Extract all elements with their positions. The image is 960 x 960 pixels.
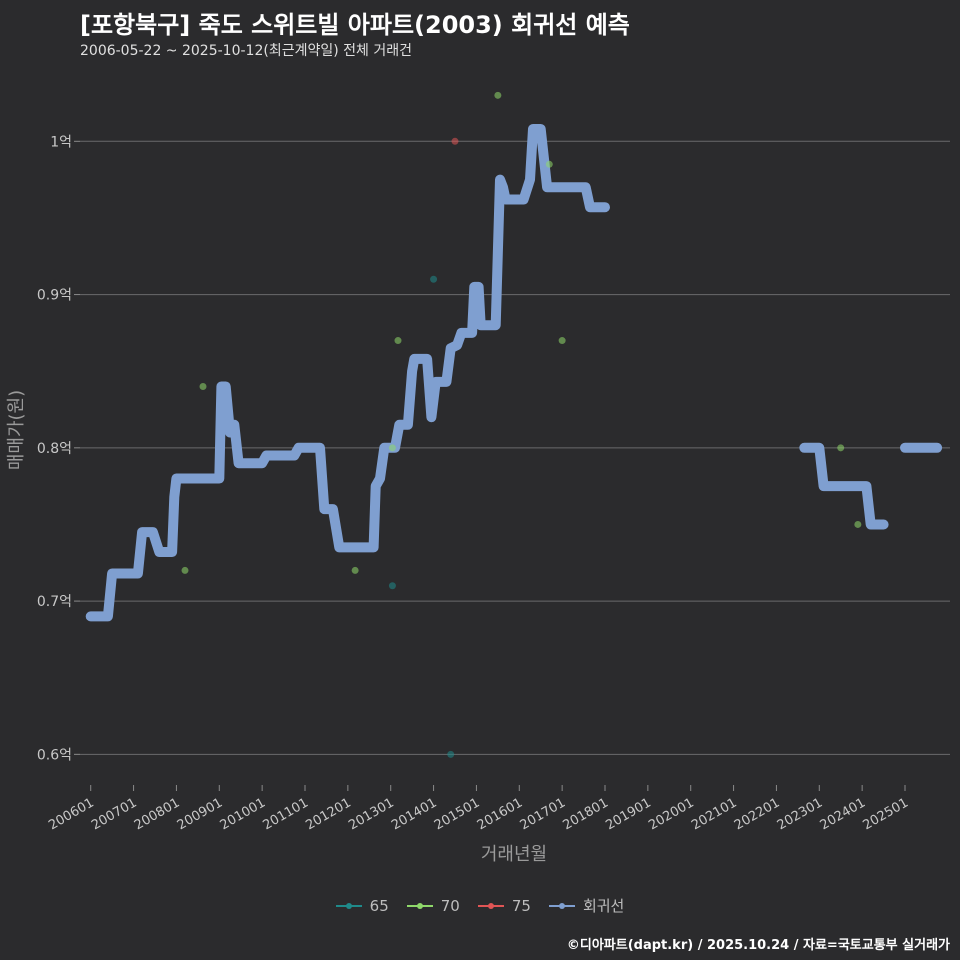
data-point-70 xyxy=(388,444,396,452)
chart-title: [포항북구] 죽도 스위트빌 아파트(2003) 회귀선 예측 xyxy=(80,11,630,39)
x-tick-label: 201701 xyxy=(518,795,568,833)
y-axis-ticks: 0.6억 0.7억 0.8억 0.9억 1억 xyxy=(37,134,80,763)
x-axis-ticks: 2006012007012008012009012010012011012012… xyxy=(46,785,911,833)
legend-swatch-70 xyxy=(406,900,433,912)
y-tick-label: 1억 xyxy=(50,134,72,150)
x-tick-label: 200801 xyxy=(132,795,182,833)
x-tick-label: 200901 xyxy=(175,795,225,833)
legend-item-regression: 회귀선 xyxy=(548,895,625,916)
x-axis-label: 거래년월 xyxy=(481,844,547,865)
x-tick-label: 201901 xyxy=(603,795,653,833)
legend-swatch-regression xyxy=(548,900,575,912)
legend-item-65: 65 xyxy=(335,895,389,916)
x-tick-label: 200701 xyxy=(89,795,139,833)
data-point-70 xyxy=(199,383,207,391)
data-point-70 xyxy=(558,337,566,345)
x-tick-label: 201301 xyxy=(346,795,396,833)
x-tick-label: 201101 xyxy=(261,795,311,833)
legend: 65 70 75 회귀선 xyxy=(0,895,960,916)
data-point-65 xyxy=(430,275,438,283)
data-point-70 xyxy=(494,91,502,99)
x-tick-label: 202101 xyxy=(689,795,739,833)
x-tick-label: 201001 xyxy=(218,795,268,833)
y-tick-label: 0.7억 xyxy=(37,594,72,610)
legend-item-75: 75 xyxy=(477,895,531,916)
legend-label-75: 75 xyxy=(511,896,531,915)
regression-line xyxy=(799,442,889,530)
data-point-75 xyxy=(451,137,459,145)
y-tick-label: 0.6억 xyxy=(37,747,72,763)
scatter-points xyxy=(181,91,862,758)
x-tick-label: 201801 xyxy=(561,795,611,833)
x-tick-label: 200601 xyxy=(46,795,96,833)
data-point-65 xyxy=(447,750,455,758)
data-point-70 xyxy=(351,566,359,574)
y-axis-label: 매매가(원) xyxy=(6,390,27,470)
y-tick-label: 0.8억 xyxy=(37,441,72,457)
regression-lines xyxy=(85,124,943,622)
chart-subtitle: 2006-05-22 ~ 2025-10-12(최근계약일) 전체 거래건 xyxy=(80,43,412,59)
legend-label-70: 70 xyxy=(440,896,460,915)
legend-item-70: 70 xyxy=(406,895,460,916)
y-tick-label: 0.9억 xyxy=(37,288,72,304)
data-point-65 xyxy=(388,582,396,590)
legend-swatch-75 xyxy=(477,900,504,912)
data-point-70 xyxy=(837,444,845,452)
x-tick-label: 202401 xyxy=(818,795,868,833)
x-tick-label: 202201 xyxy=(732,795,782,833)
x-tick-label: 201201 xyxy=(303,795,353,833)
legend-label-regression: 회귀선 xyxy=(582,897,625,915)
x-tick-label: 201401 xyxy=(389,795,439,833)
x-tick-label: 201601 xyxy=(475,795,525,833)
source-caption: ©디아파트(dapt.kr) / 2025.10.24 / 자료=국토교통부 실… xyxy=(566,938,950,953)
data-point-70 xyxy=(854,520,862,528)
data-point-70 xyxy=(394,337,402,345)
x-tick-label: 201501 xyxy=(432,795,482,833)
legend-swatch-65 xyxy=(335,900,362,912)
x-tick-label: 202001 xyxy=(646,795,696,833)
x-tick-label: 202301 xyxy=(775,795,825,833)
grid-lines xyxy=(80,140,950,755)
data-point-70 xyxy=(545,160,553,168)
regression-line xyxy=(85,124,610,622)
legend-label-65: 65 xyxy=(369,896,389,915)
x-tick-label: 202501 xyxy=(861,795,911,833)
data-point-70 xyxy=(181,566,189,574)
